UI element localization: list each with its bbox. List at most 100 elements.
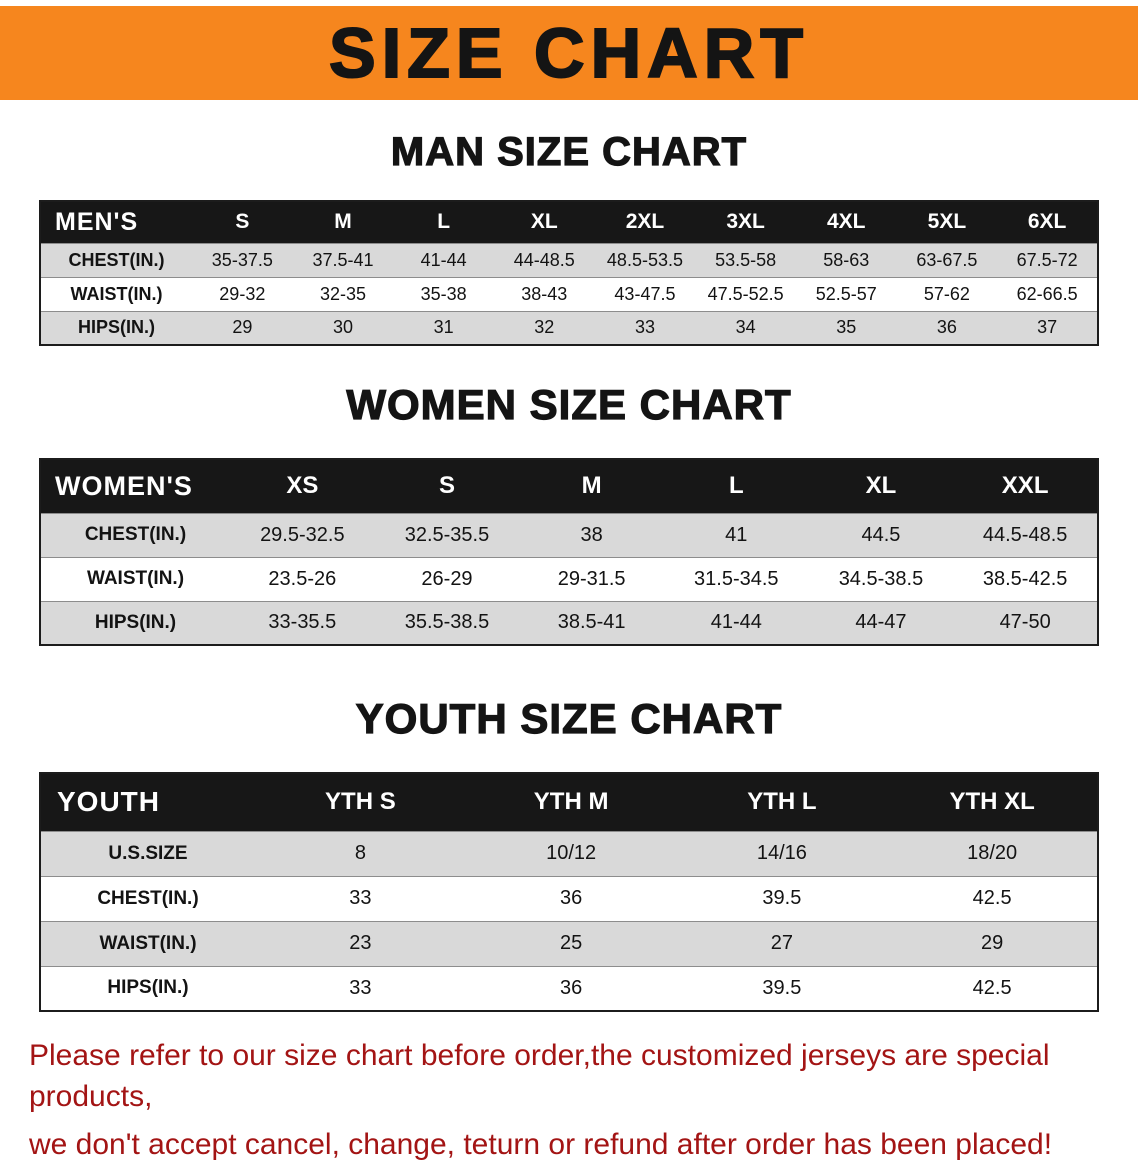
size-header: XL — [493, 201, 595, 243]
youth-header-row: YOUTH YTH S YTH M YTH L YTH XL — [40, 773, 1098, 831]
value-cell: 29 — [232, 317, 253, 338]
value-cell: 30 — [332, 317, 353, 338]
women-size-table: WOMEN'S XS S M L XL XXL CHEST(IN.) 29.5-… — [39, 458, 1099, 646]
value-cell: 44-47 — [855, 611, 907, 634]
value-cell: 42.5 — [972, 887, 1012, 909]
row-label: HIPS(IN.) — [107, 977, 189, 999]
men-header-label: MEN'S — [40, 201, 192, 243]
value-cell: 38.5-42.5 — [982, 567, 1068, 590]
value-cell: 53.5-58 — [715, 249, 777, 270]
row-label: WAIST(IN.) — [99, 932, 197, 954]
size-header: S — [192, 201, 293, 243]
value-cell: 32 — [534, 317, 555, 338]
men-heading: MAN SIZE CHART — [390, 129, 748, 174]
value-cell: 63-67.5 — [916, 249, 978, 270]
table-row: WAIST(IN.) 29-32 32-35 35-38 38-43 43-47… — [40, 277, 1098, 311]
page-title: SIZE CHART — [328, 14, 809, 92]
size-header: YTH S — [255, 773, 466, 831]
size-header: 6XL — [997, 201, 1098, 243]
size-chart-page: SIZE CHART MAN SIZE CHART MEN'S S M L XL… — [0, 6, 1138, 1166]
row-label: HIPS(IN.) — [94, 611, 177, 633]
women-header-row: WOMEN'S XS S M L XL XXL — [40, 459, 1098, 513]
value-cell: 44-48.5 — [513, 249, 575, 270]
value-cell: 38 — [580, 523, 603, 546]
value-cell: 41 — [725, 523, 748, 546]
size-header: YTH L — [676, 773, 888, 831]
size-header: XL — [808, 459, 954, 513]
size-header: L — [393, 201, 494, 243]
value-cell: 33 — [349, 887, 372, 909]
women-header-label: WOMEN'S — [40, 459, 230, 513]
row-label: WAIST(IN.) — [86, 568, 185, 589]
row-label: CHEST(IN.) — [97, 887, 199, 909]
women-section: WOMEN SIZE CHART WOMEN'S XS S M L XL XXL — [0, 380, 1138, 646]
value-cell: 10/12 — [546, 842, 597, 864]
table-row: HIPS(IN.) 33 36 39.5 42.5 — [40, 966, 1098, 1011]
value-cell: 42.5 — [972, 976, 1012, 999]
value-cell: 33 — [349, 976, 372, 999]
size-header: XS — [230, 459, 375, 513]
value-cell: 31 — [433, 317, 454, 338]
row-label: U.S.SIZE — [108, 842, 188, 864]
value-cell: 29 — [981, 932, 1004, 954]
table-row: WAIST(IN.) 23 25 27 29 — [40, 921, 1098, 966]
table-row: HIPS(IN.) 29 30 31 32 33 34 35 36 37 — [40, 311, 1098, 345]
men-section: MAN SIZE CHART MEN'S S M L XL 2XL 3XL 4X… — [0, 128, 1138, 346]
value-cell: 34.5-38.5 — [838, 567, 924, 590]
value-cell: 23.5-26 — [268, 567, 337, 590]
value-cell: 31.5-34.5 — [694, 567, 779, 590]
size-header: 3XL — [695, 201, 796, 243]
value-cell: 38-43 — [521, 283, 568, 304]
value-cell: 34 — [735, 317, 756, 338]
value-cell: 8 — [354, 842, 366, 864]
table-row: HIPS(IN.) 33-35.5 35.5-38.5 38.5-41 41-4… — [40, 601, 1098, 645]
value-cell: 33-35.5 — [268, 611, 337, 634]
size-header: XXL — [953, 459, 1098, 513]
value-cell: 58-63 — [823, 249, 870, 270]
table-row: WAIST(IN.) 23.5-26 26-29 29-31.5 31.5-34… — [40, 557, 1098, 601]
disclaimer: Please refer to our size chart before or… — [29, 1036, 1109, 1166]
value-cell: 52.5-57 — [815, 283, 877, 304]
value-cell: 29.5-32.5 — [260, 523, 345, 546]
value-cell: 32-35 — [319, 283, 366, 304]
men-size-table: MEN'S S M L XL 2XL 3XL 4XL 5XL 6XL CHEST… — [39, 200, 1099, 346]
women-heading: WOMEN SIZE CHART — [346, 380, 792, 428]
youth-section: YOUTH SIZE CHART YOUTH YTH S YTH M YTH L… — [0, 694, 1138, 1012]
men-header-row: MEN'S S M L XL 2XL 3XL 4XL 5XL 6XL — [40, 201, 1098, 243]
size-header: 4XL — [795, 201, 897, 243]
value-cell: 27 — [770, 932, 793, 954]
value-cell: 32.5-35.5 — [404, 523, 490, 546]
value-cell: 36 — [560, 887, 583, 909]
youth-heading: YOUTH SIZE CHART — [355, 694, 783, 742]
disclaimer-line-1: Please refer to our size chart before or… — [29, 1039, 1050, 1113]
row-label: WAIST(IN.) — [70, 283, 163, 304]
size-header: L — [663, 459, 809, 513]
value-cell: 57-62 — [923, 283, 970, 304]
value-cell: 35-37.5 — [211, 249, 273, 270]
value-cell: 26-29 — [421, 567, 473, 590]
value-cell: 39.5 — [762, 976, 802, 999]
value-cell: 43-47.5 — [614, 283, 676, 304]
banner: SIZE CHART — [0, 6, 1138, 100]
value-cell: 39.5 — [762, 887, 802, 909]
value-cell: 37 — [1037, 317, 1058, 338]
value-cell: 23 — [349, 932, 372, 954]
youth-size-table: YOUTH YTH S YTH M YTH L YTH XL U.S.SIZE … — [39, 772, 1099, 1012]
size-header: YTH XL — [887, 773, 1098, 831]
size-header: YTH M — [465, 773, 677, 831]
size-header: M — [292, 201, 394, 243]
row-label: CHEST(IN.) — [84, 524, 187, 545]
value-cell: 25 — [560, 932, 583, 954]
value-cell: 44.5-48.5 — [982, 523, 1068, 546]
size-header: 5XL — [896, 201, 998, 243]
value-cell: 29-31.5 — [557, 567, 626, 590]
value-cell: 47.5-52.5 — [707, 283, 784, 304]
size-header: M — [519, 459, 664, 513]
value-cell: 35-38 — [420, 283, 467, 304]
size-header: 2XL — [594, 201, 696, 243]
value-cell: 35 — [836, 317, 857, 338]
value-cell: 44.5 — [861, 523, 901, 546]
value-cell: 37.5-41 — [312, 249, 374, 270]
value-cell: 33 — [634, 317, 655, 338]
value-cell: 29-32 — [219, 283, 266, 304]
